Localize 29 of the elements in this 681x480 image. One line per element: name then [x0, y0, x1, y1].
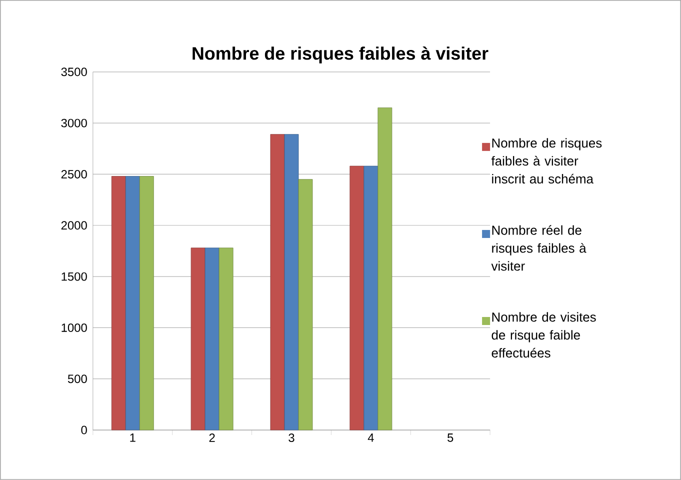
y-tick-label: 0 [81, 426, 87, 434]
legend-label: Nombre de visites de risque faible effectuées [492, 312, 596, 358]
bar [284, 134, 299, 430]
legend-label: Nombre de risques faibles à visiter inscrit au schéma [491, 138, 602, 184]
y-tick-label: 3500 [61, 68, 87, 76]
bar [350, 166, 364, 430]
bar [111, 176, 126, 430]
bar [139, 176, 154, 430]
y-tick-label: 1000 [62, 324, 87, 332]
x-tick-label: 5 [448, 434, 454, 442]
y-tick-label: 2500 [61, 170, 87, 178]
x-tick-label: 1 [130, 434, 136, 442]
y-tick-label: 3000 [61, 118, 87, 128]
chart-title: Nombre de risques faibles à visiter [192, 46, 488, 64]
x-tick-label: 3 [288, 434, 294, 442]
bar [218, 248, 234, 430]
bar [125, 176, 140, 430]
y-tick-label: 2000 [61, 221, 87, 230]
bar [190, 248, 206, 430]
bar [298, 179, 313, 430]
bar [364, 166, 378, 430]
legend-label: Nombre réel de risques faibles à visiter [491, 225, 586, 271]
bar [204, 248, 220, 430]
x-tick-label: 2 [209, 434, 215, 442]
y-tick-label: 500 [68, 374, 87, 384]
bar [378, 108, 392, 430]
y-tick-label: 1500 [62, 272, 87, 281]
bar [270, 134, 285, 430]
x-tick-label: 4 [368, 434, 374, 442]
